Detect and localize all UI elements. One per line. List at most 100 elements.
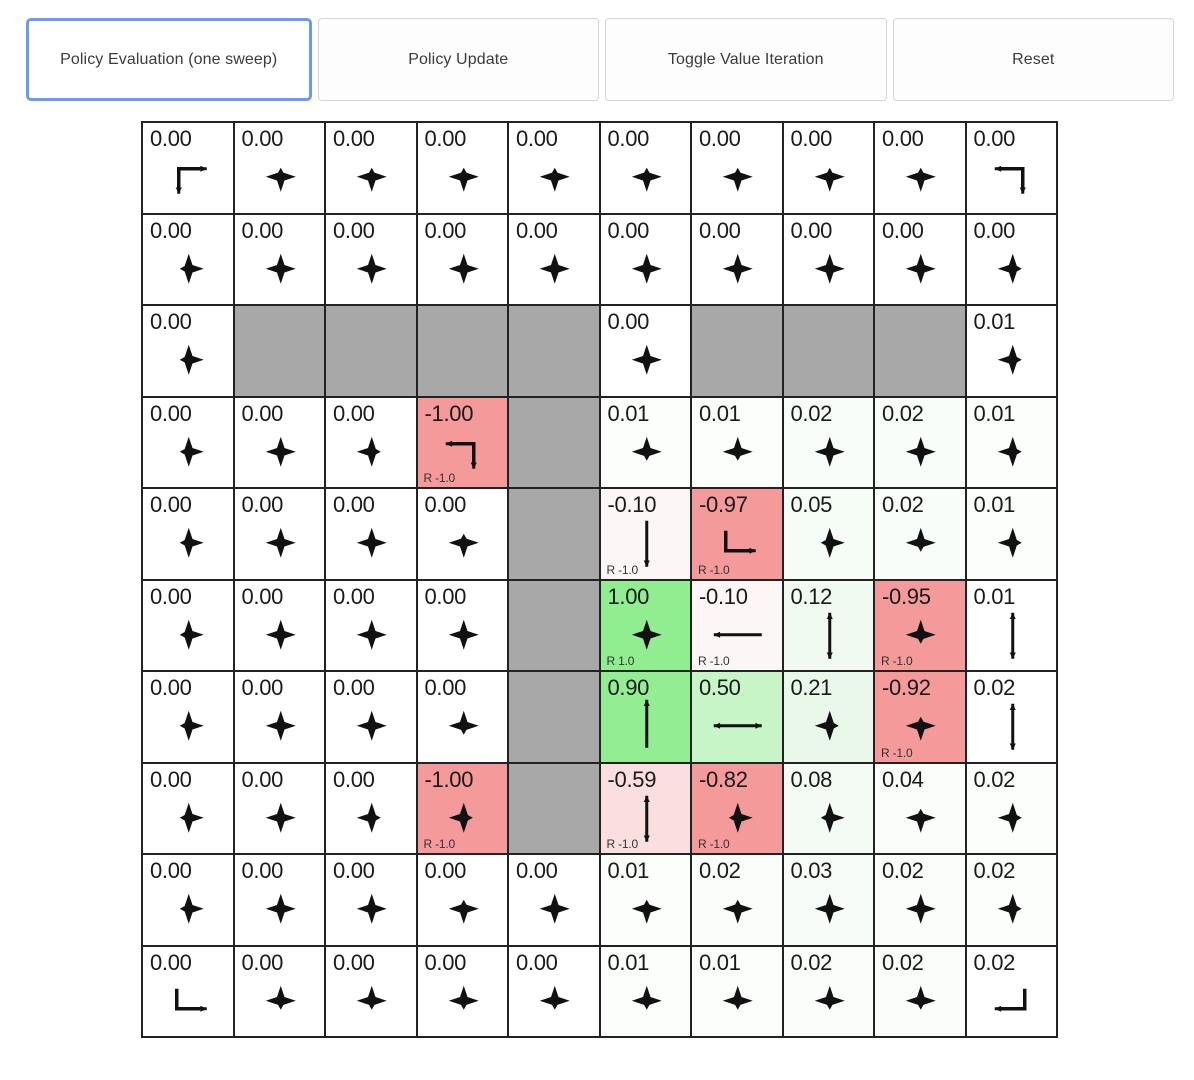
grid-cell[interactable]: 0.00 <box>600 214 692 306</box>
grid-cell[interactable]: 0.04 <box>875 763 967 855</box>
grid-cell[interactable]: 1.00 R 1.0 <box>600 580 692 672</box>
grid-cell[interactable]: 0.00 <box>234 672 326 764</box>
grid-cell[interactable]: 0.05 <box>783 489 875 581</box>
grid-cell[interactable]: 0.02 <box>692 855 784 947</box>
grid-cell[interactable]: 0.00 <box>509 214 601 306</box>
grid-cell[interactable]: -0.10 R -1.0 <box>692 580 784 672</box>
grid-cell[interactable]: -0.95 R -1.0 <box>875 580 967 672</box>
grid-cell[interactable]: -0.59 R -1.0 <box>600 763 692 855</box>
grid-cell[interactable]: 0.00 <box>143 306 235 398</box>
grid-cell[interactable]: 0.01 <box>600 397 692 489</box>
grid-cell[interactable]: 0.02 <box>783 946 875 1038</box>
toolbar-button-0[interactable]: Policy Evaluation (one sweep) <box>26 18 312 101</box>
toolbar-button-3[interactable]: Reset <box>892 18 1174 101</box>
grid-cell[interactable]: 0.00 <box>783 123 875 215</box>
grid-cell[interactable]: 0.00 <box>143 489 235 581</box>
cell-reward-label: R -1.0 <box>881 654 913 668</box>
cell-value: 0.21 <box>790 675 833 700</box>
grid-cell[interactable]: 0.00 <box>143 763 235 855</box>
grid-cell[interactable]: 0.00 <box>143 672 235 764</box>
grid-cell[interactable]: 0.02 <box>875 946 967 1038</box>
grid-cell[interactable]: 0.00 <box>966 214 1058 306</box>
grid-cell[interactable]: 0.00 <box>326 214 418 306</box>
grid-cell[interactable]: 0.00 <box>326 489 418 581</box>
gridworld-grid[interactable]: 0.00 0.00 0.00 0.00 0.00 0.00 0.00 0.00 0.00 0.00… <box>141 121 1058 1038</box>
toolbar-button-1[interactable]: Policy Update <box>317 18 599 101</box>
grid-cell[interactable]: 0.00 <box>509 946 601 1038</box>
grid-cell[interactable]: 0.03 <box>783 855 875 947</box>
grid-cell[interactable]: 0.00 <box>234 489 326 581</box>
grid-cell[interactable]: -0.10 R -1.0 <box>600 489 692 581</box>
grid-cell[interactable]: 0.00 <box>966 123 1058 215</box>
grid-cell[interactable]: 0.00 <box>417 855 509 947</box>
grid-cell[interactable]: -0.97 R -1.0 <box>692 489 784 581</box>
grid-cell[interactable]: 0.00 <box>234 123 326 215</box>
cell-value: 0.00 <box>882 126 924 151</box>
grid-cell[interactable]: 0.02 <box>966 946 1058 1038</box>
grid-cell[interactable]: 0.02 <box>875 397 967 489</box>
toolbar-button-2[interactable]: Toggle Value Iteration <box>605 18 887 101</box>
grid-cell[interactable]: 0.00 <box>417 580 509 672</box>
grid-cell[interactable]: -1.00 R -1.0 <box>417 397 509 489</box>
grid-cell[interactable]: 0.00 <box>234 580 326 672</box>
grid-cell[interactable]: 0.00 <box>875 123 967 215</box>
cell-value: 0.02 <box>790 949 833 975</box>
cell-value: -1.00 <box>424 400 474 426</box>
grid-cell[interactable]: 0.01 <box>966 397 1058 489</box>
grid-cell[interactable]: 0.00 <box>509 123 601 215</box>
grid-cell[interactable]: 0.00 <box>234 855 326 947</box>
grid-cell[interactable]: 0.00 <box>143 397 235 489</box>
grid-cell[interactable]: 0.01 <box>600 855 692 947</box>
grid-cell[interactable]: 0.08 <box>783 763 875 855</box>
grid-cell[interactable]: 0.50 <box>692 672 784 764</box>
grid-cell[interactable]: 0.00 <box>143 214 235 306</box>
grid-cell[interactable]: 0.01 <box>692 946 784 1038</box>
grid-cell[interactable]: 0.00 <box>326 946 418 1038</box>
cell-reward-label: R -1.0 <box>698 562 730 577</box>
grid-cell[interactable]: 0.00 <box>143 580 235 672</box>
grid-cell[interactable]: 0.00 <box>326 123 418 215</box>
grid-cell[interactable]: 0.00 <box>326 397 418 489</box>
grid-cell[interactable]: 0.02 <box>966 763 1058 855</box>
grid-cell[interactable]: 0.01 <box>692 397 784 489</box>
grid-cell[interactable]: 0.01 <box>966 489 1058 581</box>
grid-cell[interactable]: 0.12 <box>783 580 875 672</box>
grid-cell[interactable]: -1.00 R -1.0 <box>417 763 509 855</box>
grid-cell[interactable]: 0.00 <box>234 214 326 306</box>
grid-cell[interactable]: 0.02 <box>875 489 967 581</box>
grid-cell[interactable]: 0.00 <box>234 946 326 1038</box>
grid-cell[interactable]: 0.00 <box>600 123 692 215</box>
grid-cell[interactable]: 0.00 <box>692 123 784 215</box>
cell-value: 0.00 <box>790 126 833 151</box>
grid-cell[interactable]: 0.21 <box>783 672 875 764</box>
grid-cell[interactable]: 0.00 <box>326 855 418 947</box>
grid-cell[interactable]: 0.00 <box>509 855 601 947</box>
grid-cell[interactable]: 0.00 <box>600 306 692 398</box>
grid-cell[interactable]: 0.01 <box>966 580 1058 672</box>
grid-cell[interactable]: 0.00 <box>417 214 509 306</box>
grid-cell[interactable]: 0.00 <box>417 489 509 581</box>
grid-cell[interactable]: -0.92 R -1.0 <box>875 672 967 764</box>
grid-cell[interactable]: 0.00 <box>326 672 418 764</box>
grid-cell[interactable]: 0.02 <box>966 855 1058 947</box>
grid-cell[interactable]: 0.00 <box>234 763 326 855</box>
grid-cell[interactable]: 0.00 <box>417 946 509 1038</box>
grid-cell[interactable]: 0.02 <box>783 397 875 489</box>
grid-cell[interactable]: 0.02 <box>966 672 1058 764</box>
grid-cell[interactable]: 0.00 <box>234 397 326 489</box>
grid-cell[interactable]: 0.00 <box>143 123 235 215</box>
grid-cell[interactable]: 0.00 <box>143 855 235 947</box>
grid-cell[interactable]: 0.01 <box>966 306 1058 398</box>
grid-cell[interactable]: 0.00 <box>417 672 509 764</box>
grid-cell[interactable]: 0.00 <box>326 763 418 855</box>
grid-cell[interactable]: 0.00 <box>692 214 784 306</box>
grid-cell[interactable]: 0.00 <box>326 580 418 672</box>
grid-cell[interactable]: 0.00 <box>783 214 875 306</box>
grid-cell[interactable]: -0.82 R -1.0 <box>692 763 784 855</box>
grid-cell[interactable]: 0.00 <box>417 123 509 215</box>
grid-cell[interactable]: 0.01 <box>600 946 692 1038</box>
grid-cell[interactable]: 0.00 <box>875 214 967 306</box>
grid-cell[interactable]: 0.90 <box>600 672 692 764</box>
grid-cell[interactable]: 0.02 <box>875 855 967 947</box>
grid-cell[interactable]: 0.00 <box>143 946 235 1038</box>
